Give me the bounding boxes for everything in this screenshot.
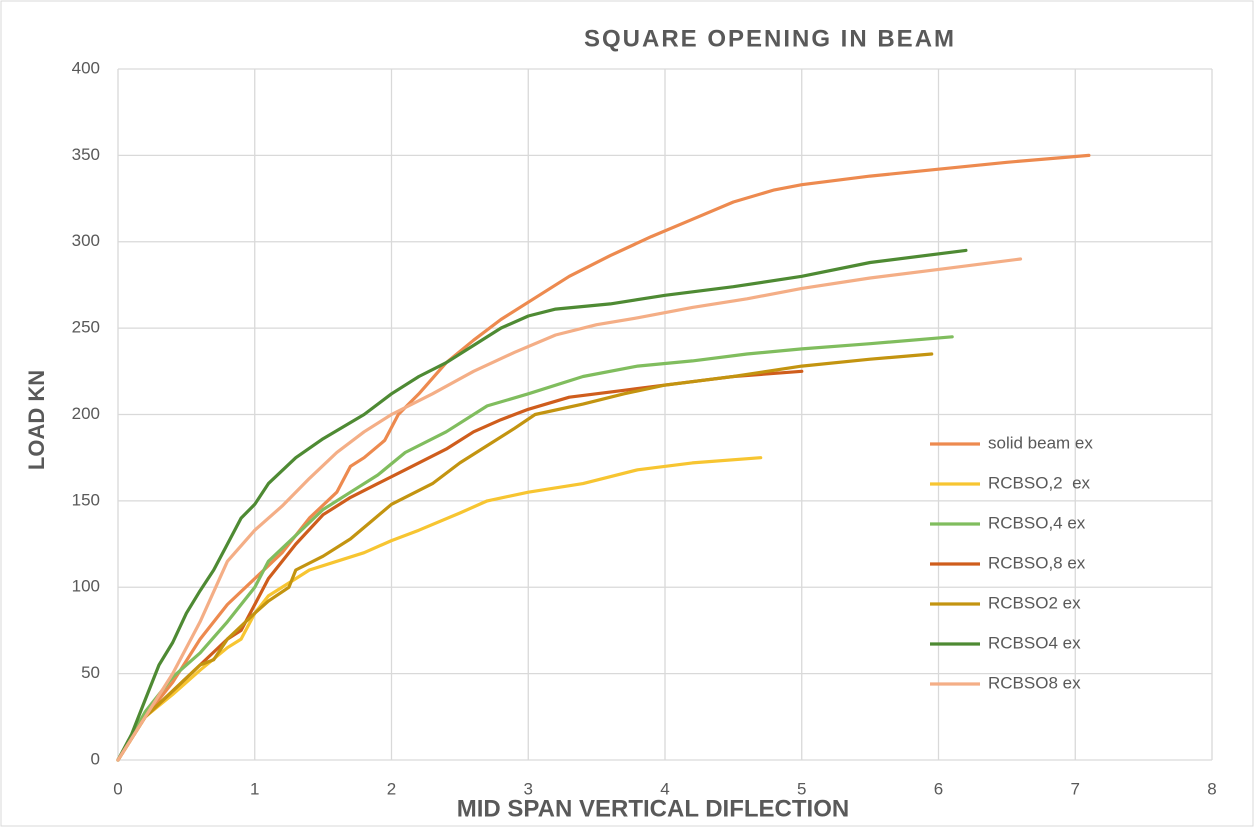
legend-label: RCBSO,2 ex — [988, 473, 1091, 492]
x-tick-label: 5 — [797, 779, 806, 798]
y-tick-label: 150 — [72, 490, 100, 509]
x-tick-label: 8 — [1207, 779, 1216, 798]
y-tick-label: 350 — [72, 145, 100, 164]
legend-label: RCBSO,4 ex — [988, 513, 1086, 532]
x-tick-label: 4 — [660, 779, 669, 798]
series-line — [116, 248, 968, 762]
legend-label: RCBSO8 ex — [988, 673, 1081, 692]
y-tick-label: 250 — [72, 318, 100, 337]
legend-label: RCBSO2 ex — [988, 593, 1081, 612]
x-tick-label: 3 — [524, 779, 533, 798]
y-tick-label: 100 — [72, 577, 100, 596]
series-line — [116, 369, 804, 762]
series-line — [116, 352, 934, 762]
series-line — [116, 257, 1023, 762]
chart-title: SQUARE OPENING IN BEAM — [584, 25, 956, 52]
legend-label: RCBSO,8 ex — [988, 553, 1086, 572]
y-tick-label: 300 — [72, 231, 100, 250]
y-tick-label: 50 — [81, 663, 100, 682]
y-axis-label: LOAD KN — [24, 370, 49, 470]
x-tick-label: 0 — [113, 779, 122, 798]
legend-label: solid beam ex — [988, 433, 1093, 452]
x-tick-label: 7 — [1071, 779, 1080, 798]
legend-label: RCBSO4 ex — [988, 633, 1081, 652]
x-tick-label: 6 — [934, 779, 943, 798]
series-line — [116, 335, 954, 762]
x-tick-label: 2 — [387, 779, 396, 798]
y-tick-label: 200 — [72, 404, 100, 423]
y-tick-label: 0 — [91, 749, 100, 768]
x-tick-label: 1 — [250, 779, 259, 798]
x-axis-label: MID SPAN VERTICAL DIFLECTION — [457, 795, 849, 822]
y-tick-label: 400 — [72, 58, 100, 77]
